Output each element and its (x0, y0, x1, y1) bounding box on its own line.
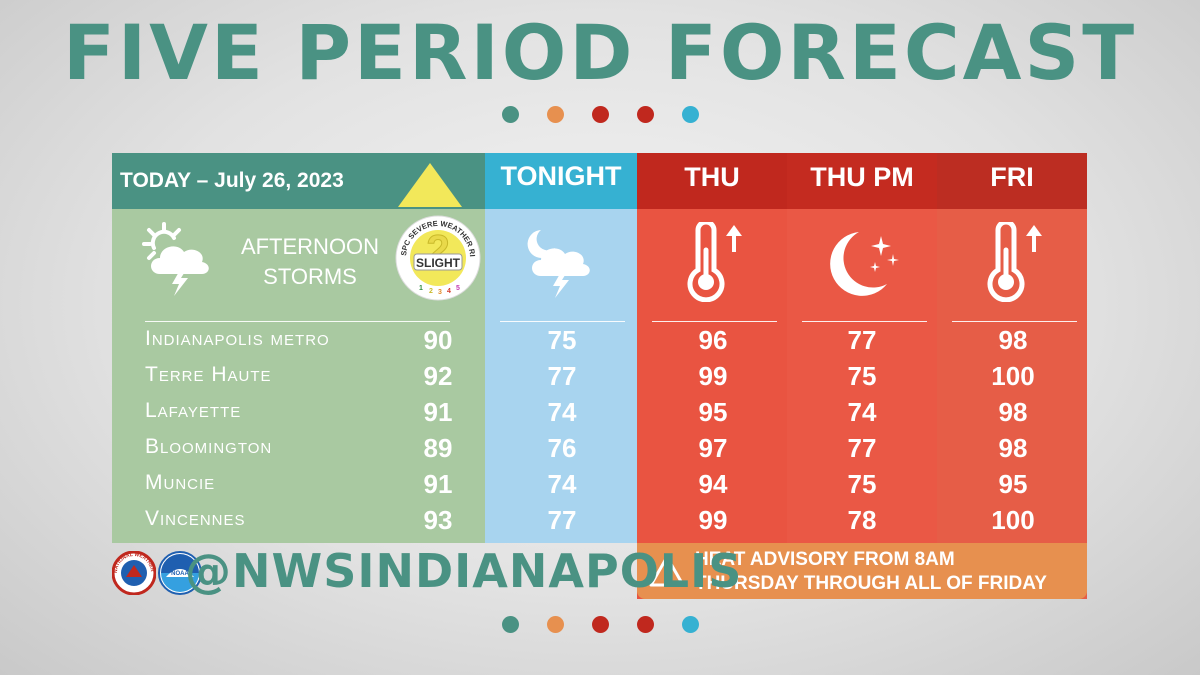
city-name: Lafayette (145, 399, 242, 422)
svg-text:5: 5 (456, 285, 460, 292)
warning-triangle-icon (649, 555, 685, 587)
thu-header: THU (637, 153, 787, 209)
advisory-line-1: HEAT ADVISORY FROM 8AM (695, 549, 955, 570)
temp-thu-pm: 75 (847, 469, 877, 499)
divider-line (802, 321, 927, 322)
temp-today: 93 (423, 505, 453, 535)
thermometer-up-icon (687, 222, 742, 302)
temp-thu-pm: 74 (847, 397, 877, 427)
dot (636, 616, 654, 633)
temp-thu: 97 (698, 433, 728, 463)
dot (591, 106, 609, 123)
svg-text:2: 2 (429, 288, 433, 295)
tonight-header: TONIGHT (485, 153, 637, 209)
city-name: Vincennes (145, 507, 246, 530)
temp-today: 92 (423, 361, 453, 391)
svg-text:1: 1 (419, 285, 423, 292)
temp-thu: 94 (698, 469, 728, 499)
dot (681, 106, 699, 123)
temp-today: 91 (423, 397, 453, 427)
divider-line (652, 321, 777, 322)
thu-pm-column: THU PM (787, 153, 937, 599)
temp-thu: 99 (698, 361, 728, 391)
temp-fri: 98 (998, 325, 1028, 355)
moon-stars-icon (830, 232, 899, 296)
noaa-logo: NOAA (158, 551, 202, 595)
top-dot-row (0, 106, 1200, 128)
temp-tonight: 75 (547, 325, 577, 355)
dot (546, 616, 564, 633)
night-thunderstorm-icon (527, 230, 590, 298)
dot (591, 616, 609, 633)
spc-label: SLIGHT (416, 256, 461, 270)
temp-thu: 99 (698, 505, 728, 535)
temp-thu-pm: 78 (847, 505, 877, 535)
page-title: FIVE PERIOD FORECAST (62, 8, 1138, 97)
today-conditions: AFTERNOON STORMS (240, 234, 380, 289)
city-name: Bloomington (145, 435, 273, 458)
city-name: Muncie (145, 471, 216, 494)
temp-today: 91 (423, 469, 453, 499)
divider-line (952, 321, 1077, 322)
dot (546, 106, 564, 123)
temp-today: 89 (423, 433, 453, 463)
svg-text:3: 3 (438, 289, 442, 296)
advisory-line-2: THURSDAY THROUGH ALL OF FRIDAY (695, 573, 1047, 594)
social-handle: @NWSINDIANAPOLIS (185, 544, 743, 598)
dot (681, 616, 699, 633)
thu-pm-header: THU PM (787, 153, 937, 209)
dot (501, 616, 519, 633)
temp-fri: 100 (991, 361, 1035, 391)
partly-sunny-thunderstorm-icon (142, 222, 209, 296)
temp-tonight: 76 (547, 433, 577, 463)
temp-tonight: 74 (547, 469, 577, 499)
divider-line (500, 321, 625, 322)
temp-thu: 96 (698, 325, 728, 355)
thermometer-up-icon (987, 222, 1042, 302)
temp-fri: 100 (991, 505, 1035, 535)
temp-fri: 95 (998, 469, 1028, 499)
tonight-column: TONIGHT (485, 153, 637, 543)
temp-thu: 95 (698, 397, 728, 427)
temp-thu-pm: 77 (847, 325, 877, 355)
temp-fri: 98 (998, 433, 1028, 463)
dot (636, 106, 654, 123)
fri-column: FRI (937, 153, 1087, 599)
heat-advisory-banner: HEAT ADVISORY FROM 8AM THURSDAY THROUGH … (637, 543, 1087, 599)
spc-risk-triangle-icon (398, 163, 462, 207)
fri-header: FRI (937, 153, 1087, 209)
city-name: Indianapolis metro (145, 327, 330, 350)
svg-text:4: 4 (447, 288, 451, 295)
temp-tonight: 74 (547, 397, 577, 427)
temp-thu-pm: 77 (847, 433, 877, 463)
city-name: Terre Haute (145, 363, 272, 386)
nws-logo: NATIONAL WEATHER SERVICE (112, 551, 156, 595)
temp-tonight: 77 (547, 505, 577, 535)
temp-today: 90 (423, 325, 453, 355)
bottom-dot-row (0, 616, 1200, 638)
divider-line (145, 321, 450, 322)
svg-text:NOAA: NOAA (171, 571, 189, 577)
temp-thu-pm: 75 (847, 361, 877, 391)
spc-severe-risk-badge: 2 SLIGHT SPC SEVERE WEATHER RISK 1 2 3 4… (394, 214, 481, 301)
temp-tonight: 77 (547, 361, 577, 391)
dot (501, 106, 519, 123)
temp-fri: 98 (998, 397, 1028, 427)
